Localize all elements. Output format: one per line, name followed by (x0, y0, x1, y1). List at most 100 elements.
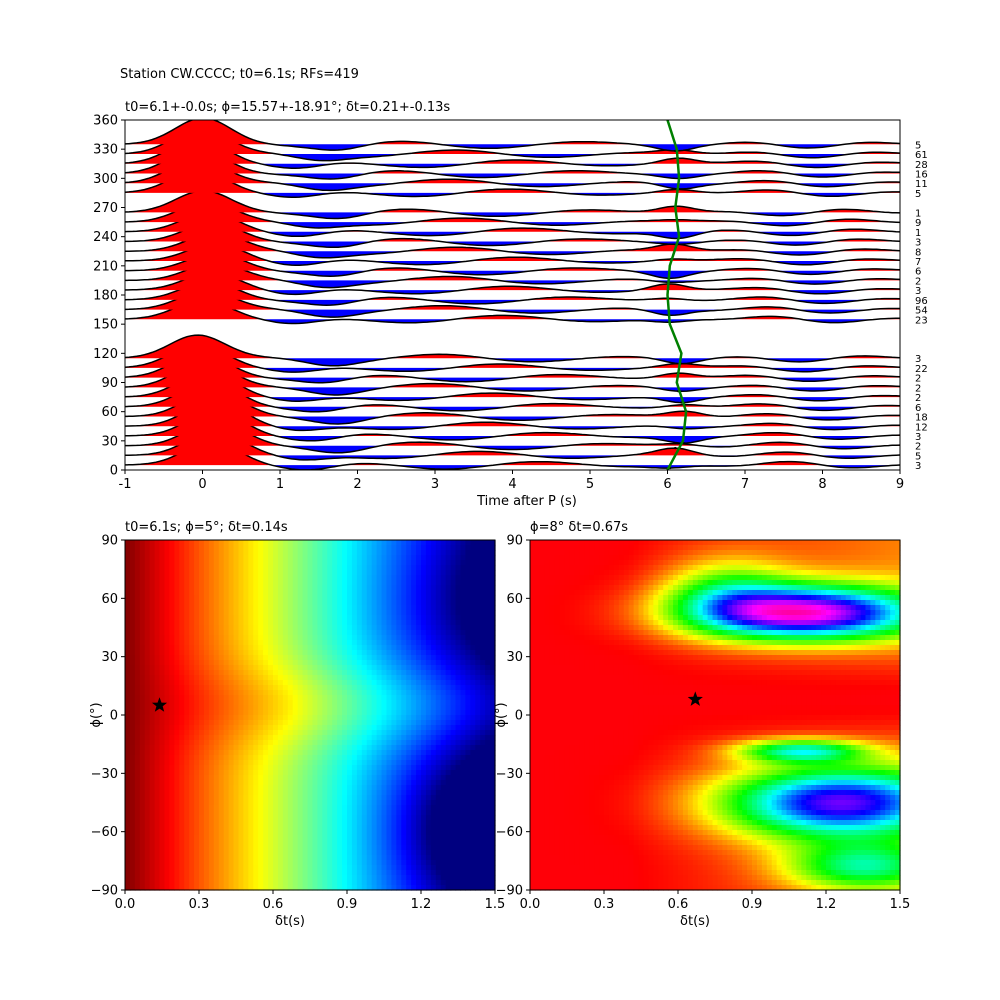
heatmap-cell (184, 545, 190, 551)
heatmap-cell (485, 670, 491, 676)
heatmap-cell (287, 835, 294, 841)
heatmap-cell (342, 690, 348, 696)
heatmap-cell (243, 775, 249, 781)
heatmap-cell (258, 715, 264, 721)
heatmap-cell (356, 855, 363, 861)
heatmap-cell (233, 610, 240, 616)
heatmap-cell (297, 590, 304, 596)
heatmap-cell (189, 575, 195, 581)
heatmap-cell (238, 580, 244, 586)
heatmap-cell (445, 580, 452, 586)
heatmap-cell (238, 785, 244, 791)
heatmap-cell (332, 855, 338, 861)
heatmap-cell (406, 790, 412, 796)
heatmap-cell (376, 590, 383, 596)
heatmap-cell (243, 705, 249, 711)
heatmap-cell (248, 745, 254, 751)
heatmap-cell (470, 665, 476, 671)
heatmap-cell (149, 590, 156, 596)
heatmap-cell (351, 840, 358, 846)
heatmap-cell (396, 760, 402, 766)
heatmap-cell (199, 570, 205, 576)
heatmap-cell (228, 575, 235, 581)
heatmap-cell (203, 730, 210, 736)
heatmap-cell (243, 800, 249, 806)
heatmap-cell (485, 710, 491, 716)
heatmap-cell (189, 655, 195, 661)
heatmap-cell (228, 775, 235, 781)
heatmap-cell (322, 755, 328, 761)
heatmap-cell (416, 675, 422, 681)
heatmap-cell (332, 700, 338, 706)
heatmap-cell (317, 605, 323, 611)
heatmap-cell (223, 835, 230, 841)
heatmap-cell (347, 780, 353, 786)
heatmap-cell (125, 825, 131, 831)
heatmap-cell (194, 780, 200, 786)
heatmap-cell (480, 635, 486, 641)
heatmap-cell (248, 790, 254, 796)
heatmap-cell (203, 835, 210, 841)
heatmap-cell (425, 645, 432, 651)
heatmap-cell (440, 630, 447, 636)
heatmap-cell (228, 765, 235, 771)
heatmap-cell (337, 635, 343, 641)
heatmap-cell (149, 655, 156, 661)
negative-fill (125, 154, 900, 161)
heatmap-cell (213, 755, 220, 761)
heatmap-cell (213, 550, 220, 556)
heatmap-cell (425, 580, 432, 586)
heatmap-cell (435, 625, 442, 631)
heatmap-cell (347, 800, 353, 806)
heatmap-cell (159, 840, 166, 846)
heatmap-cell (179, 650, 185, 656)
heatmap-cell (297, 630, 304, 636)
heatmap-cell (129, 720, 136, 726)
bin-count: 2 (915, 383, 921, 394)
heatmap-cell (460, 635, 466, 641)
heatmap-cell (421, 675, 427, 681)
heatmap-cell (174, 760, 180, 766)
heatmap-cell (445, 630, 452, 636)
heatmap-cell (401, 810, 407, 816)
heatmap-cell (391, 580, 397, 586)
heatmap-cell (411, 620, 417, 626)
heatmap-cell (421, 810, 427, 816)
heatmap-cell (347, 650, 353, 656)
heatmap-cell (149, 545, 156, 551)
heatmap-cell (366, 545, 373, 551)
heatmap-cell (322, 840, 328, 846)
heatmap-cell (189, 830, 195, 836)
heatmap-cell (430, 765, 437, 771)
heatmap-cell (401, 795, 407, 801)
heatmap-cell (480, 785, 486, 791)
heatmap-cell (445, 820, 452, 826)
heatmap-cell (361, 750, 368, 756)
heatmap-cell (218, 765, 225, 771)
heatmap-cell (223, 795, 230, 801)
heatmap-cell (356, 670, 363, 676)
heatmap-cell (430, 835, 437, 841)
heatmap-cell (396, 700, 402, 706)
heatmap-cell (159, 835, 166, 841)
heatmap-cell (154, 755, 161, 761)
heatmap-cell (465, 660, 471, 666)
heatmap-cell (253, 755, 259, 761)
heatmap-cell (391, 540, 397, 546)
heatmap-cell (332, 755, 338, 761)
heatmap-cell (421, 750, 427, 756)
heatmap-cell (213, 635, 220, 641)
heatmap-cell (376, 580, 383, 586)
heatmap-cell (292, 630, 299, 636)
heatmap-cell (208, 680, 215, 686)
heatmap-cell (406, 665, 412, 671)
heatmap-cell (203, 635, 210, 641)
heatmap-cell (287, 570, 294, 576)
heatmap-cell (228, 660, 235, 666)
heatmap-cell (322, 575, 328, 581)
heatmap-cell (184, 580, 190, 586)
heatmap-cell (322, 550, 328, 556)
heatmap-cell (213, 655, 220, 661)
heatmap-cell (223, 650, 230, 656)
heatmap-cell (406, 795, 412, 801)
